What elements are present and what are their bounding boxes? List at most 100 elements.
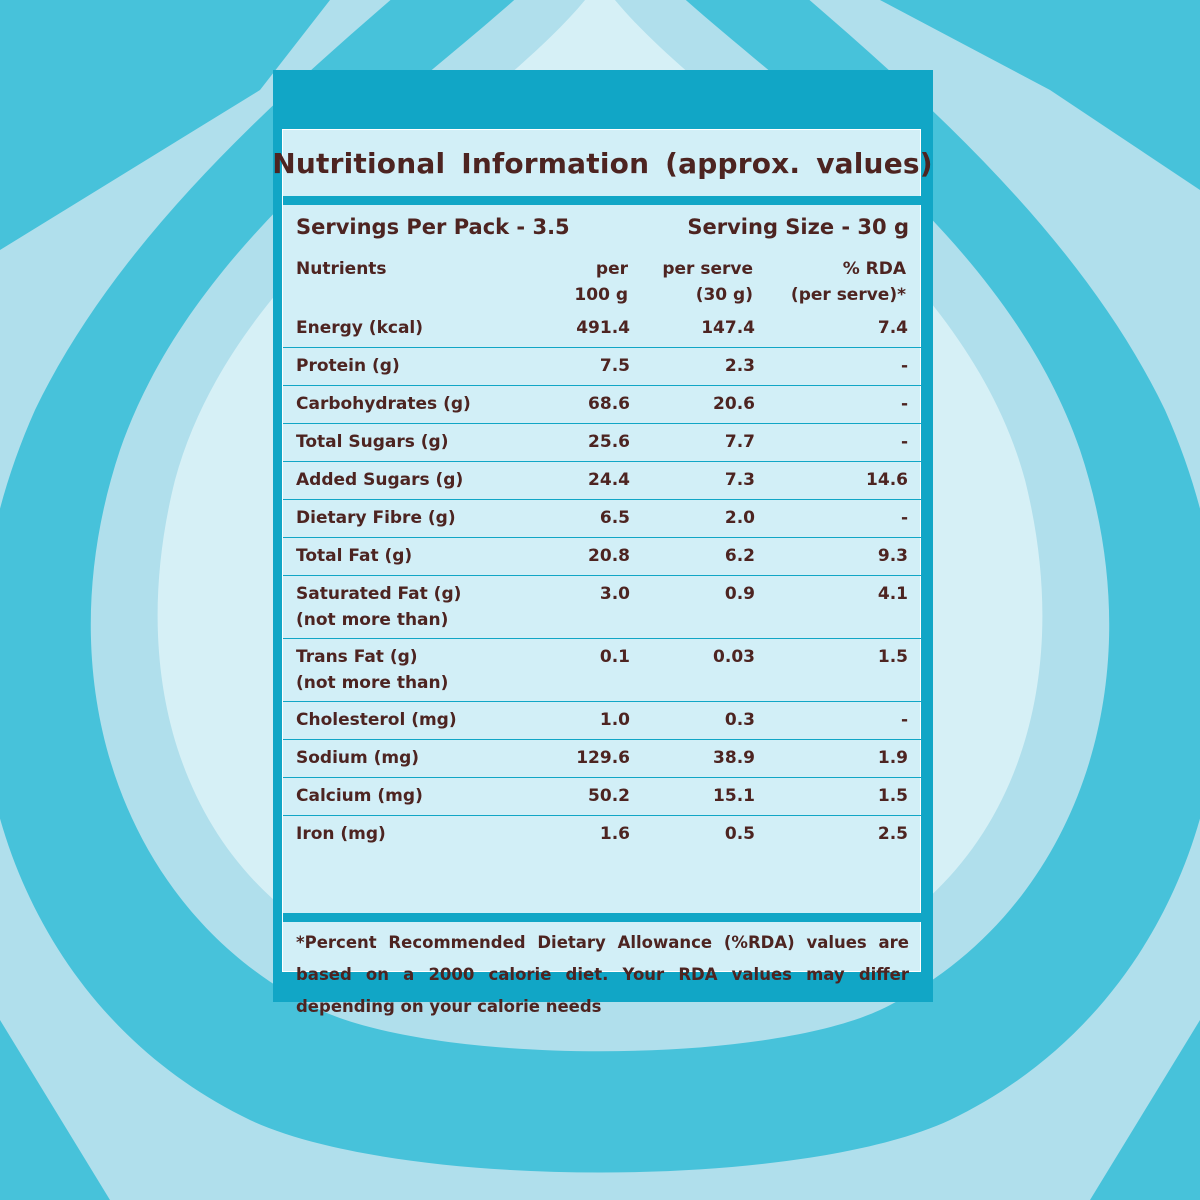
nutrient-name: Carbohydrates (g) (296, 391, 471, 417)
nutrient-name: Protein (g) (296, 353, 400, 379)
value-per-100g: 0.1 (599, 647, 630, 667)
table-row: Cholesterol (mg) 1.0 0.3 - (283, 702, 922, 740)
value-per-100g: 1.0 (599, 710, 630, 730)
table-row: Total Sugars (g) 25.6 7.7 - (283, 424, 922, 462)
header-per100-line1: per (595, 259, 628, 279)
value-rda: 14.6 (866, 470, 908, 490)
header-rda-line1: % RDA (842, 259, 906, 279)
value-per-serve: 7.7 (724, 432, 755, 452)
nutrient-name: Trans Fat (g) (not more than) (296, 644, 448, 696)
header-per-serve: per serve (30 g) (662, 256, 753, 308)
table-row: Energy (kcal) 491.4 147.4 7.4 (283, 310, 922, 348)
serving-size: Serving Size - 30 g (687, 215, 909, 239)
value-rda: 4.1 (877, 584, 908, 604)
value-per-100g: 68.6 (588, 394, 630, 414)
nutrient-name-line: Cholesterol (mg) (296, 710, 457, 730)
nutrient-name-line: Total Sugars (g) (296, 432, 449, 452)
value-rda: - (900, 508, 908, 528)
nutrient-name: Saturated Fat (g) (not more than) (296, 581, 461, 633)
value-per-100g: 7.5 (599, 356, 630, 376)
footnote: *Percent Recommended Dietary Allowance (… (296, 933, 909, 1016)
nutrition-panel: Nutritional Information (approx. values)… (272, 70, 933, 1016)
nutrient-name: Total Sugars (g) (296, 429, 448, 455)
value-per-serve: 20.6 (713, 394, 755, 414)
value-rda: 1.9 (877, 748, 908, 768)
value-rda: - (900, 394, 908, 414)
servings-per-pack: Servings Per Pack - 3.5 (296, 215, 570, 239)
divider (283, 913, 922, 922)
value-per-serve: 15.1 (713, 786, 755, 806)
servings-line: Servings Per Pack - 3.5 Serving Size - 3… (296, 211, 909, 243)
header-per-serve-line2: (30 g) (695, 285, 753, 305)
nutrient-name-line: (not more than) (296, 673, 449, 693)
value-rda: 1.5 (877, 647, 908, 667)
table-row: Saturated Fat (g) (not more than) 3.0 0.9 4.… (283, 576, 922, 639)
value-per-100g: 6.5 (599, 508, 630, 528)
value-per-100g: 129.6 (576, 748, 630, 768)
outer-ring (0, 0, 330, 250)
table-row: Carbohydrates (g) 68.6 20.6 - (283, 386, 922, 424)
value-per-serve: 6.2 (724, 546, 755, 566)
value-rda: 7.4 (877, 318, 908, 338)
table-row: Added Sugars (g) 24.4 7.3 14.6 (283, 462, 922, 500)
value-per-serve: 0.5 (724, 824, 755, 844)
nutrient-name-line: Trans Fat (g) (296, 647, 418, 667)
value-per-serve: 0.9 (724, 584, 755, 604)
nutrient-name: Energy (kcal) (296, 315, 423, 341)
value-per-100g: 20.8 (588, 546, 630, 566)
value-rda: 1.5 (877, 786, 908, 806)
value-rda: - (900, 356, 908, 376)
outer-ring-bottom-right (1090, 1020, 1200, 1200)
table-row: Calcium (mg) 50.2 15.1 1.5 (283, 778, 922, 816)
value-per-serve: 2.0 (724, 508, 755, 528)
header-per-serve-line1: per serve (662, 259, 753, 279)
outer-ring-bottom (0, 1020, 110, 1200)
value-per-100g: 50.2 (588, 786, 630, 806)
value-rda: 2.5 (877, 824, 908, 844)
value-per-100g: 3.0 (599, 584, 630, 604)
value-rda: 9.3 (877, 546, 908, 566)
header-nutrients: Nutrients (296, 259, 387, 279)
divider (283, 196, 922, 205)
table-row: Dietary Fibre (g) 6.5 2.0 - (283, 500, 922, 538)
header-rda: % RDA (per serve)* (791, 256, 906, 308)
nutrient-name: Total Fat (g) (296, 543, 412, 569)
header-rda-line2: (per serve)* (790, 285, 906, 305)
value-per-serve: 0.3 (724, 710, 755, 730)
table-row: Protein (g) 7.5 2.3 - (283, 348, 922, 386)
value-per-100g: 24.4 (588, 470, 630, 490)
nutrient-name: Added Sugars (g) (296, 467, 463, 493)
panel-title: Nutritional Information (approx. values) (272, 146, 933, 180)
value-per-100g: 491.4 (576, 318, 630, 338)
table-row: Total Fat (g) 20.8 6.2 9.3 (283, 538, 922, 576)
value-rda: - (900, 432, 908, 452)
outer-ring-right (880, 0, 1200, 190)
table-row: Sodium (mg) 129.6 38.9 1.9 (283, 740, 922, 778)
nutrient-name-line: Iron (mg) (296, 824, 386, 844)
nutrient-name-line: Carbohydrates (g) (296, 394, 471, 414)
value-per-100g: 25.6 (588, 432, 630, 452)
nutrition-table: Nutritional Information (approx. values)… (272, 129, 933, 1016)
table-row: Trans Fat (g) (not more than) 0.1 0.03 1.5 (283, 639, 922, 702)
nutrient-name-line: Saturated Fat (g) (296, 584, 462, 604)
value-per-serve: 2.3 (724, 356, 755, 376)
nutrient-name-line: Energy (kcal) (296, 318, 424, 338)
value-per-serve: 147.4 (701, 318, 755, 338)
value-per-serve: 38.9 (713, 748, 755, 768)
nutrient-name-line: (not more than) (296, 610, 449, 630)
nutrient-name: Cholesterol (mg) (296, 707, 457, 733)
nutrient-name: Dietary Fibre (g) (296, 505, 456, 531)
value-per-100g: 1.6 (599, 824, 630, 844)
nutrient-name-line: Sodium (mg) (296, 748, 420, 768)
nutrient-name-line: Added Sugars (g) (296, 470, 464, 490)
header-per100-line2: 100 g (574, 285, 628, 305)
value-per-serve: 0.03 (713, 647, 755, 667)
nutrient-name: Iron (mg) (296, 821, 386, 847)
nutrient-name: Calcium (mg) (296, 783, 423, 809)
nutrient-name-line: Total Fat (g) (296, 546, 413, 566)
nutrient-name-line: Calcium (mg) (296, 786, 423, 806)
table-row: Iron (mg) 1.6 0.5 2.5 (283, 816, 922, 854)
nutrient-name-line: Dietary Fibre (g) (296, 508, 456, 528)
nutrient-name: Sodium (mg) (296, 745, 419, 771)
value-rda: - (900, 710, 908, 730)
